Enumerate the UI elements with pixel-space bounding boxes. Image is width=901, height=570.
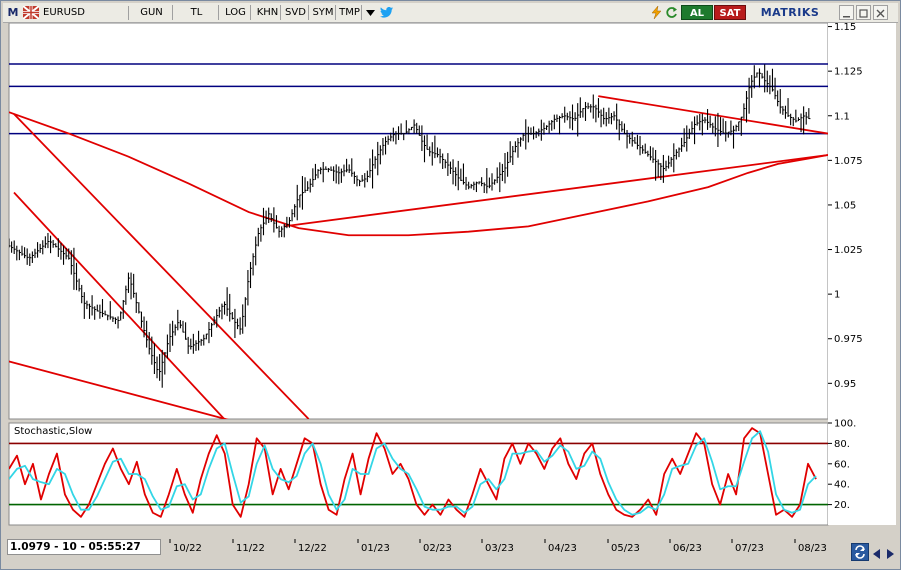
y-tick-label: 1.15: [834, 23, 856, 33]
x-tick-label: 08/23: [798, 543, 827, 554]
osc-y-tick-label: 40.: [834, 480, 850, 491]
trendline[interactable]: [283, 154, 828, 228]
x-tick-label: 04/23: [548, 543, 577, 554]
y-tick-label: 1.1: [834, 111, 850, 122]
trendline[interactable]: [13, 191, 251, 447]
al-button[interactable]: AL: [681, 5, 713, 20]
moving-average-line: [9, 111, 828, 237]
chart-toolbar: M EURUSD AL SAT MATRIKS: [3, 3, 898, 23]
stochastic-d-line: [9, 430, 817, 516]
refresh-icon[interactable]: [664, 5, 678, 20]
status-bar: 1.0979 - 10 - 05:55:27 10/22 11/22 12/22 01…: [3, 539, 898, 567]
toolbar-button-tl[interactable]: TL: [175, 5, 219, 20]
y-tick-label: 1: [834, 290, 840, 301]
toolbar-button-khn[interactable]: KHN: [255, 5, 281, 20]
y-tick-label: 1.05: [834, 200, 856, 211]
sat-button[interactable]: SAT: [714, 5, 746, 20]
toolbar-button-svd[interactable]: SVD: [283, 5, 309, 20]
dropdown-arrow-icon[interactable]: [364, 5, 377, 20]
oscillator-title: Stochastic,Slow: [14, 426, 92, 437]
chart-area[interactable]: 0.95 0.975 1 1.025 1.05 1.075 1.1 1.125 1.15 Stoc…: [4, 22, 896, 537]
maximize-button[interactable]: [856, 5, 871, 20]
minimize-button[interactable]: [839, 5, 854, 20]
x-tick-label: 10/22: [173, 543, 202, 554]
x-tick-label: 02/23: [423, 543, 452, 554]
trendline[interactable]: [4, 360, 239, 422]
x-tick-label: 03/23: [485, 543, 514, 554]
y-tick-label: 1.125: [834, 67, 863, 78]
x-tick-label: 07/23: [735, 543, 764, 554]
y-axis-background: [828, 23, 896, 525]
flag-icon: [22, 5, 40, 20]
osc-y-tick-label: 20.: [834, 500, 850, 511]
twitter-bird-icon[interactable]: [379, 5, 393, 20]
x-tick-label: 01/23: [361, 543, 390, 554]
scroll-left-button[interactable]: [871, 545, 883, 559]
x-tick-label: 06/23: [673, 543, 702, 554]
y-tick-label: 0.975: [834, 334, 863, 345]
lightning-icon[interactable]: [650, 5, 662, 20]
toolbar-button-sym[interactable]: SYM: [311, 5, 336, 20]
scroll-right-button[interactable]: [884, 545, 896, 559]
osc-y-tick-label: 60.: [834, 459, 850, 470]
x-tick-label: 11/22: [236, 543, 265, 554]
x-axis: 10/22 11/22 12/22 01/23 02/23 03/23 04/23 05/23…: [169, 539, 827, 554]
symbol-field[interactable]: EURUSD: [43, 7, 85, 18]
chart-svg[interactable]: 0.95 0.975 1 1.025 1.05 1.075 1.1 1.125 1.15 Stoc…: [4, 22, 896, 537]
price-readout: 1.0979 - 10 - 05:55:27: [7, 539, 161, 555]
stochastic-k-line: [9, 427, 817, 518]
ohlc-bars: [9, 64, 811, 388]
toolbar-button-tmp[interactable]: TMP: [338, 5, 362, 20]
osc-y-tick-label: 100.: [834, 419, 856, 430]
brand-logo: MATRIKS: [760, 6, 820, 19]
x-tick-label: 12/22: [298, 543, 327, 554]
x-tick-label: 05/23: [611, 543, 640, 554]
toolbar-button-gun[interactable]: GUN: [131, 5, 173, 20]
price-panel[interactable]: [8, 22, 829, 420]
trendline[interactable]: [598, 95, 828, 135]
sync-icon[interactable]: [851, 543, 869, 561]
osc-y-tick-label: 80.: [834, 439, 850, 450]
y-tick-label: 1.025: [834, 245, 863, 256]
close-button[interactable]: [873, 5, 888, 20]
trendline[interactable]: [13, 113, 310, 419]
y-tick-label: 0.95: [834, 379, 856, 390]
app-icon[interactable]: M: [7, 6, 19, 19]
y-tick-label: 1.075: [834, 156, 863, 167]
toolbar-button-log[interactable]: LOG: [221, 5, 251, 20]
